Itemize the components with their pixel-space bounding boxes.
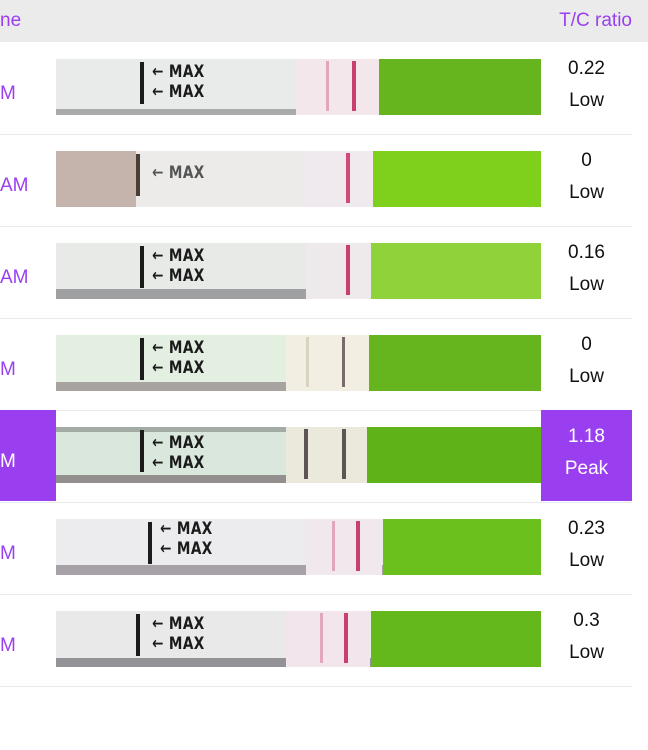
ratio-column-header[interactable]: T/C ratio [559,10,632,31]
strip-max-label: ← MAX [152,62,205,82]
strip-max-bar [140,246,144,288]
tc-ratio-value: 0 [581,334,592,355]
control-line [352,61,356,111]
table-header: ne T/C ratio [0,0,648,42]
test-time: M [0,635,16,656]
strip-handle [383,519,541,575]
ratio-cell: 0 Low [541,318,632,410]
strip-result-window [286,427,370,483]
control-line [346,153,350,203]
strip-max-label: ← MAX [152,246,205,266]
tc-ratio-status: Low [569,550,604,571]
strip-max-label: ← MAX [152,266,205,286]
table-row[interactable]: M ← MAX ← MAX 0.23 Low [0,502,632,595]
strip-result-window [306,151,376,207]
test-time: M [0,359,16,380]
test-strip-image: ← MAX [56,151,541,207]
strip-handle [369,335,541,391]
strip-handle [371,243,541,299]
strip-result-window [306,243,376,299]
strip-result-window [286,611,370,667]
tc-ratio-status: Low [569,90,604,111]
test-time: M [0,451,16,472]
strip-max-bar [140,338,144,380]
strip-max-label: ← MAX [152,614,205,634]
ratio-cell: 0 Low [541,134,632,226]
ratio-cell: 0.3 Low [541,594,632,686]
strip-max-label: ← MAX [152,82,205,102]
tc-ratio-value: 0.23 [568,518,605,539]
table-row[interactable]: M ← MAX ← MAX 0.3 Low [0,594,632,687]
strip-max-bar [148,522,152,564]
tc-ratio-value: 0 [581,150,592,171]
test-time: M [0,83,16,104]
ratio-cell: 0.22 Low [541,42,632,134]
test-line [304,429,308,479]
table-row[interactable]: AM ← MAX ← MAX 0.16 Low [0,226,632,319]
strip-max-label: ← MAX [152,163,205,183]
strip-max-bar [136,614,140,656]
tc-ratio-value: 0.3 [573,610,600,631]
test-strip-image: ← MAX ← MAX [56,59,541,115]
strip-max-label: ← MAX [160,539,213,559]
test-strip-image: ← MAX ← MAX [56,427,541,483]
control-line [342,429,346,479]
strip-handle [371,611,541,667]
control-line [356,521,360,571]
ratio-cell: 1.18 Peak [541,410,632,501]
test-strip-image: ← MAX ← MAX [56,519,541,575]
control-line [342,337,345,387]
time-column-header[interactable]: ne [0,10,22,31]
strip-handle [373,151,541,207]
test-line [320,613,323,663]
tc-ratio-value: 0.22 [568,58,605,79]
strip-result-window [306,519,382,575]
control-line [346,245,350,295]
tc-ratio-value: 1.18 [568,426,605,447]
test-line [332,521,335,571]
strip-max-bar [140,62,144,104]
strip-max-label: ← MAX [152,358,205,378]
tc-ratio-status: Peak [564,458,609,479]
strip-result-window [286,335,370,391]
ratio-cell: 0.23 Low [541,502,632,594]
table-row-peak[interactable]: M ← MAX ← MAX 1.18 Peak [0,410,632,503]
tc-ratio-status: Low [569,274,604,295]
ratio-cell: 0.16 Low [541,226,632,318]
table-row[interactable]: M ← MAX ← MAX 0.22 Low [0,42,632,135]
tc-ratio-status: Low [569,182,604,203]
test-strip-image: ← MAX ← MAX [56,335,541,391]
test-time: AM [0,267,29,288]
tc-ratio-status: Low [569,642,604,663]
strip-max-label: ← MAX [152,338,205,358]
tc-ratio-status: Low [569,366,604,387]
test-time: M [0,543,16,564]
test-strip-image: ← MAX ← MAX [56,243,541,299]
strip-handle [379,59,541,115]
strip-handle [367,427,541,483]
strip-result-window [296,59,380,115]
tc-ratio-value: 0.16 [568,242,605,263]
control-line [344,613,348,663]
table-row[interactable]: AM ← MAX 0 Low [0,134,632,227]
strip-max-label: ← MAX [152,634,205,654]
strip-max-bar [140,430,144,472]
peak-highlight [0,410,56,501]
strip-max-label: ← MAX [160,519,213,539]
strip-max-label: ← MAX [152,433,205,453]
test-strip-image: ← MAX ← MAX [56,611,541,667]
test-time: AM [0,175,29,196]
table-row[interactable]: M ← MAX ← MAX 0 Low [0,318,632,411]
test-line [306,337,309,387]
test-line [326,61,329,111]
strip-max-label: ← MAX [152,453,205,473]
